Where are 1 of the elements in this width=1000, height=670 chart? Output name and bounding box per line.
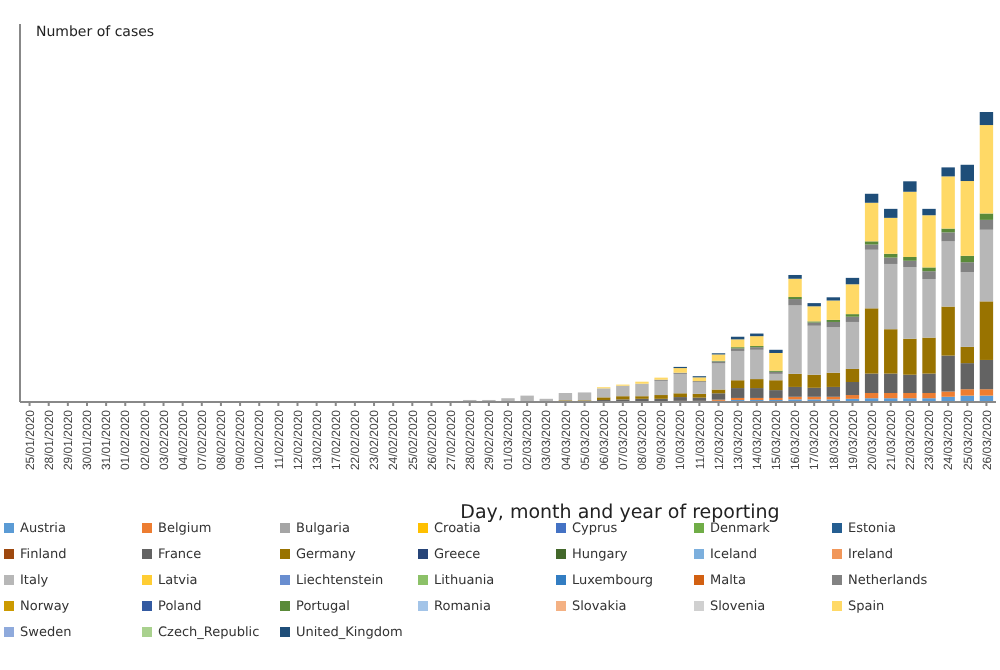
x-axis-title: Day, month and year of reporting (460, 502, 780, 524)
